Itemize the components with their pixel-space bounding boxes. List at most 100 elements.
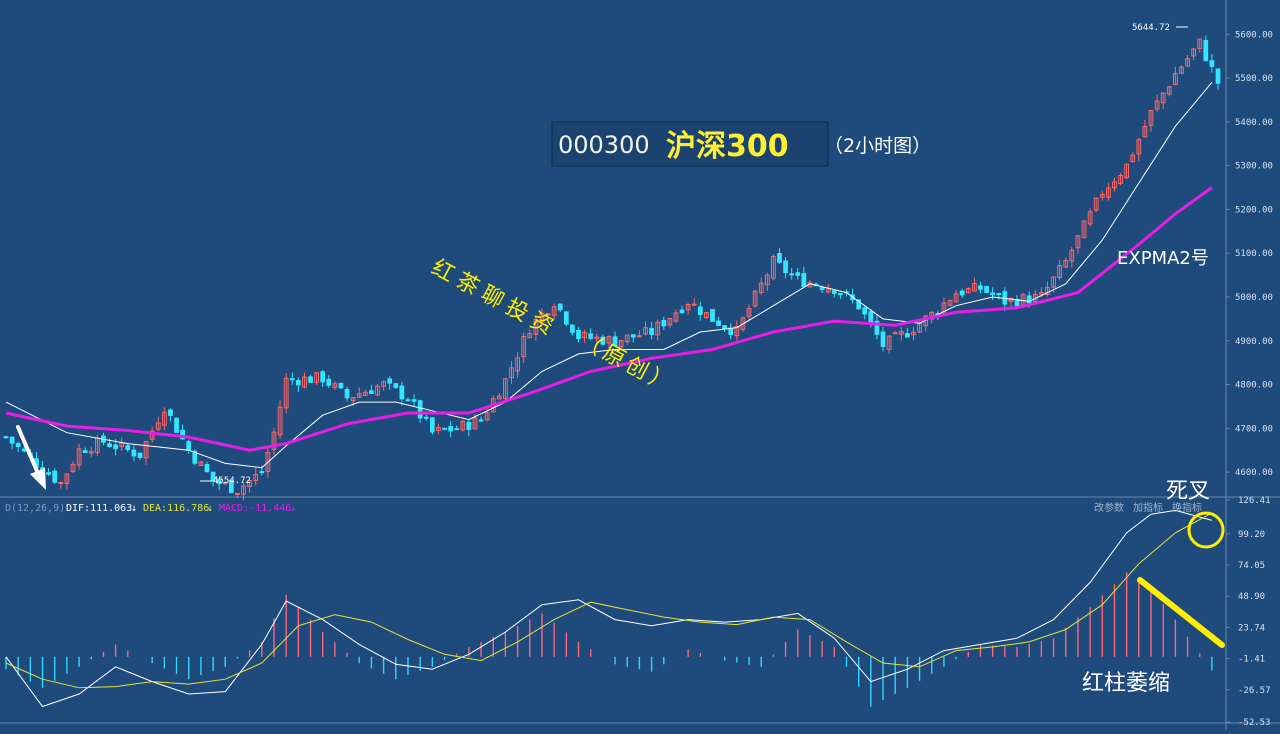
candle-body [466, 421, 472, 430]
candle [691, 298, 697, 306]
candle-body [691, 303, 697, 306]
candle [697, 301, 703, 321]
candle [612, 331, 618, 347]
candle [557, 303, 563, 313]
candle-body [338, 382, 344, 389]
candle-body [64, 473, 70, 484]
candle [734, 320, 740, 341]
candle-body [198, 461, 204, 466]
candle-body [1057, 264, 1063, 279]
candle-body [393, 383, 399, 388]
candle [838, 292, 843, 299]
macd-tick-label: -1.41 [1238, 655, 1265, 665]
macd-tick-label: -26.57 [1238, 686, 1271, 696]
candle-body [429, 417, 435, 433]
candle [764, 272, 770, 292]
candle [235, 492, 240, 499]
candle [783, 257, 788, 279]
candle [886, 335, 892, 354]
price-tick-label: 4700.00 [1235, 424, 1273, 434]
candle [137, 452, 143, 460]
candle-body [612, 336, 618, 347]
candle [953, 289, 959, 303]
candle-body [795, 272, 801, 276]
candle-body [643, 327, 648, 335]
dea-arrow-icon: ↓ [207, 503, 213, 514]
candle-body [624, 334, 630, 343]
high-price-label: 5644.72 [1132, 23, 1170, 33]
macd-tick-label: -52.53 [1238, 718, 1271, 728]
chart-period: （2小时图） [824, 135, 931, 157]
candle [1215, 68, 1221, 90]
candle [624, 334, 630, 346]
candle-body [131, 449, 137, 457]
candle [649, 322, 654, 340]
macd-params: D(12,26,9) [5, 503, 65, 514]
candle-body [125, 445, 131, 451]
candle-body [509, 367, 514, 379]
candle-body [472, 417, 478, 430]
candle-body [283, 377, 289, 409]
price-tick-label: 5000.00 [1235, 293, 1273, 303]
candle [271, 427, 277, 456]
candle [996, 292, 1002, 300]
candle-body [953, 293, 959, 303]
candle-body [454, 428, 460, 431]
candle [594, 333, 600, 345]
candle [228, 479, 234, 494]
candle [777, 248, 782, 264]
candle [302, 372, 307, 389]
candle-body [1209, 60, 1215, 67]
candle-body [381, 381, 386, 387]
candle [795, 268, 801, 280]
candle [1130, 152, 1136, 163]
candle-body [1179, 66, 1184, 74]
candle [411, 394, 417, 407]
candle [527, 329, 533, 339]
candle-body [399, 385, 405, 400]
candle [64, 473, 70, 490]
candle [959, 288, 965, 298]
candle-body [484, 412, 490, 421]
candle [82, 447, 88, 454]
candle [563, 310, 569, 327]
switch-indicator-button[interactable]: 换指标 [1172, 501, 1202, 514]
candle [1069, 247, 1075, 268]
add-indicator-button[interactable]: 加指标 [1133, 501, 1163, 514]
dea-value: DEA:116.786 [143, 503, 209, 514]
candle-body [436, 427, 441, 432]
candle [752, 289, 758, 308]
death-cross-label: 死叉 [1166, 479, 1210, 504]
candle-body [874, 320, 880, 335]
candle-body [655, 321, 661, 336]
candle [1112, 177, 1117, 192]
candle-body [1203, 39, 1209, 62]
candle [58, 481, 64, 489]
candle-body [1038, 292, 1044, 295]
candle [892, 330, 898, 335]
change-params-button[interactable]: 改参数 [1094, 501, 1124, 514]
candle-body [1154, 100, 1160, 110]
candle-body [570, 324, 575, 333]
candle-body [350, 397, 356, 402]
candle-body [947, 300, 953, 306]
candle-body [210, 471, 216, 482]
candle-body [259, 471, 265, 474]
candle-body [1142, 125, 1148, 138]
candle-body [606, 336, 612, 344]
candle-body [685, 304, 691, 311]
candle-body [1099, 193, 1105, 198]
candle [241, 482, 246, 501]
candle [1057, 259, 1063, 281]
candle [1136, 137, 1142, 161]
candle-body [326, 378, 332, 386]
candle-body [898, 331, 904, 335]
candle-body [1118, 174, 1123, 184]
candle-body [990, 292, 996, 296]
candle-body [752, 290, 758, 307]
macd-tick-label: 23.74 [1238, 623, 1265, 633]
candle-body [862, 307, 868, 315]
candle-body [369, 390, 374, 394]
candle-body [673, 312, 679, 322]
dif-line [5, 509, 1213, 708]
